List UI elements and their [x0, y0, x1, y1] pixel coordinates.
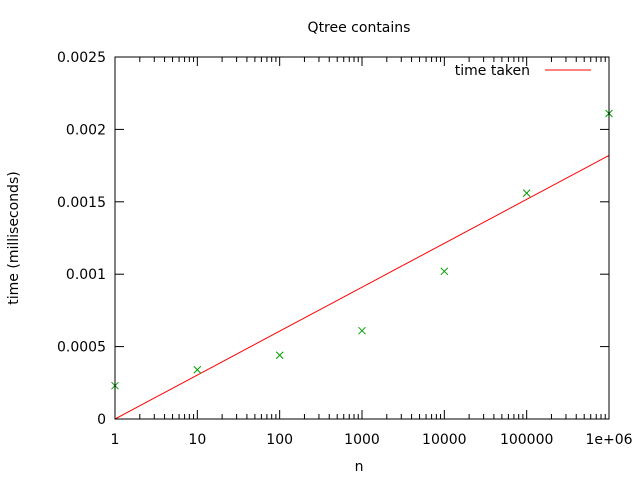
chart-title: Qtree contains — [308, 20, 411, 36]
plot-frame — [114, 56, 610, 420]
y-axis-label: time (milliseconds) — [6, 171, 22, 304]
x-tick-label: 100 — [266, 432, 293, 448]
data-point — [358, 326, 366, 335]
x-tick-label: 10000 — [422, 432, 467, 448]
y-tick-label: 0.001 — [66, 267, 106, 283]
y-tick-label: 0.002 — [66, 122, 106, 138]
data-point — [440, 267, 449, 276]
x-tick-label: 1000 — [344, 432, 380, 448]
fit-line — [114, 155, 610, 420]
y-tick-label: 0.0015 — [57, 195, 106, 211]
x-axis-label: n — [355, 459, 364, 475]
y-tick-label: 0.0025 — [57, 50, 106, 66]
y-tick-label: 0 — [97, 412, 106, 428]
data-point — [522, 189, 531, 197]
data-point — [275, 351, 284, 360]
x-tick-label: 100000 — [500, 432, 553, 448]
data-point — [193, 365, 202, 374]
y-tick-label: 0.0005 — [57, 340, 106, 356]
x-tick-label: 10 — [188, 432, 206, 448]
legend-label: time taken — [455, 63, 530, 79]
legend: time taken — [455, 63, 591, 79]
x-tick-label: 1e+06 — [585, 432, 632, 448]
x-tick-label: 1 — [111, 432, 120, 448]
